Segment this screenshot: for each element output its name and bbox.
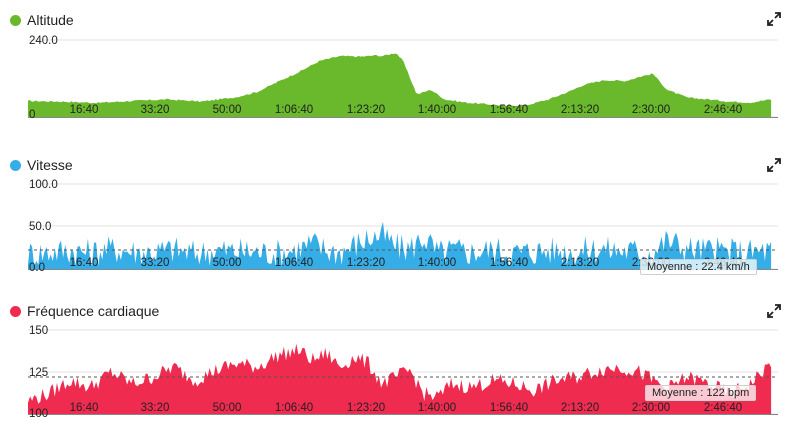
- x-tick-label: 1:40:00: [418, 402, 456, 414]
- x-tick-label: 1:56:40: [490, 104, 528, 116]
- frequence-chart: 150 125 100 16:40 33:20 50:00 1:06:40 1:23:20 1:…: [28, 325, 778, 420]
- x-tick-label: 2:46:40: [704, 104, 742, 116]
- frequence-title: Fréquence cardiaque: [10, 303, 159, 319]
- series-area: [28, 343, 772, 414]
- y-tick-label: 240.0: [29, 35, 58, 47]
- vitesse-average-label: Moyenne : 22.4 km/h: [640, 259, 757, 275]
- x-tick-label: 1:23:20: [347, 402, 385, 414]
- x-tick-label: 1:56:40: [490, 402, 528, 414]
- y-tick-label: 50.0: [29, 221, 51, 233]
- x-tick-label: 50:00: [213, 402, 242, 414]
- x-tick-label: 1:40:00: [418, 104, 456, 116]
- x-tick-label: 2:30:00: [632, 104, 670, 116]
- frequence-average-label: Moyenne : 122 bpm: [645, 385, 757, 401]
- x-tick-label: 2:46:40: [704, 402, 742, 414]
- x-tick-label: 33:20: [141, 402, 170, 414]
- series-area: [28, 53, 772, 117]
- altitude-legend-dot: [10, 14, 21, 26]
- altitude-panel: Altitude 240.0 0 16:40 33:20 50:00 1:06:40 1:2…: [0, 0, 792, 125]
- altitude-chart: 240.0 0 16:40 33:20 50:00 1:06:40 1:23:20 1:40:…: [28, 35, 778, 121]
- x-tick-label: 1:23:20: [347, 257, 385, 269]
- x-tick-label: 2:30:00: [632, 402, 670, 414]
- x-tick-label: 1:40:00: [418, 257, 456, 269]
- x-tick-label: 16:40: [70, 257, 99, 269]
- x-tick-label: 50:00: [213, 257, 242, 269]
- x-tick-label: 1:56:40: [490, 257, 528, 269]
- expand-icon[interactable]: [767, 304, 781, 318]
- frequence-title-text: Fréquence cardiaque: [27, 303, 160, 319]
- y-tick-label: 100: [29, 408, 48, 420]
- x-tick-label: 33:20: [141, 104, 170, 116]
- vitesse-title: Vitesse: [10, 157, 73, 173]
- x-tick-label: 2:13:20: [561, 257, 599, 269]
- x-tick-label: 1:23:20: [347, 104, 385, 116]
- x-tick-label: 2:13:20: [561, 402, 599, 414]
- y-tick-label: 0: [29, 109, 35, 121]
- x-tick-label: 2:13:20: [561, 104, 599, 116]
- x-tick-label: 1:06:40: [275, 104, 313, 116]
- frequence-panel: Fréquence cardiaque 150 125 100 16:40 33:20 5…: [0, 293, 792, 423]
- y-tick-label: 0.0: [29, 262, 45, 274]
- x-tick-label: 16:40: [70, 402, 99, 414]
- y-tick-label: 150: [29, 325, 48, 337]
- x-tick-label: 16:40: [70, 104, 99, 116]
- vitesse-legend-dot: [10, 159, 21, 171]
- expand-icon[interactable]: [767, 158, 781, 172]
- x-tick-label: 33:20: [141, 257, 170, 269]
- y-tick-label: 125: [29, 367, 48, 379]
- vitesse-panel: Vitesse 100.0 50.0 0.0 16:40 33:20 50:00 1:06:…: [0, 148, 792, 278]
- expand-icon[interactable]: [767, 12, 781, 26]
- frequence-legend-dot: [10, 305, 21, 317]
- x-tick-label: 50:00: [213, 104, 242, 116]
- vitesse-title-text: Vitesse: [27, 157, 73, 173]
- x-tick-label: 1:06:40: [275, 257, 313, 269]
- altitude-title: Altitude: [10, 12, 74, 28]
- series-area: [28, 221, 772, 269]
- x-tick-label: 1:06:40: [275, 402, 313, 414]
- y-tick-label: 100.0: [29, 179, 58, 191]
- altitude-title-text: Altitude: [27, 12, 74, 28]
